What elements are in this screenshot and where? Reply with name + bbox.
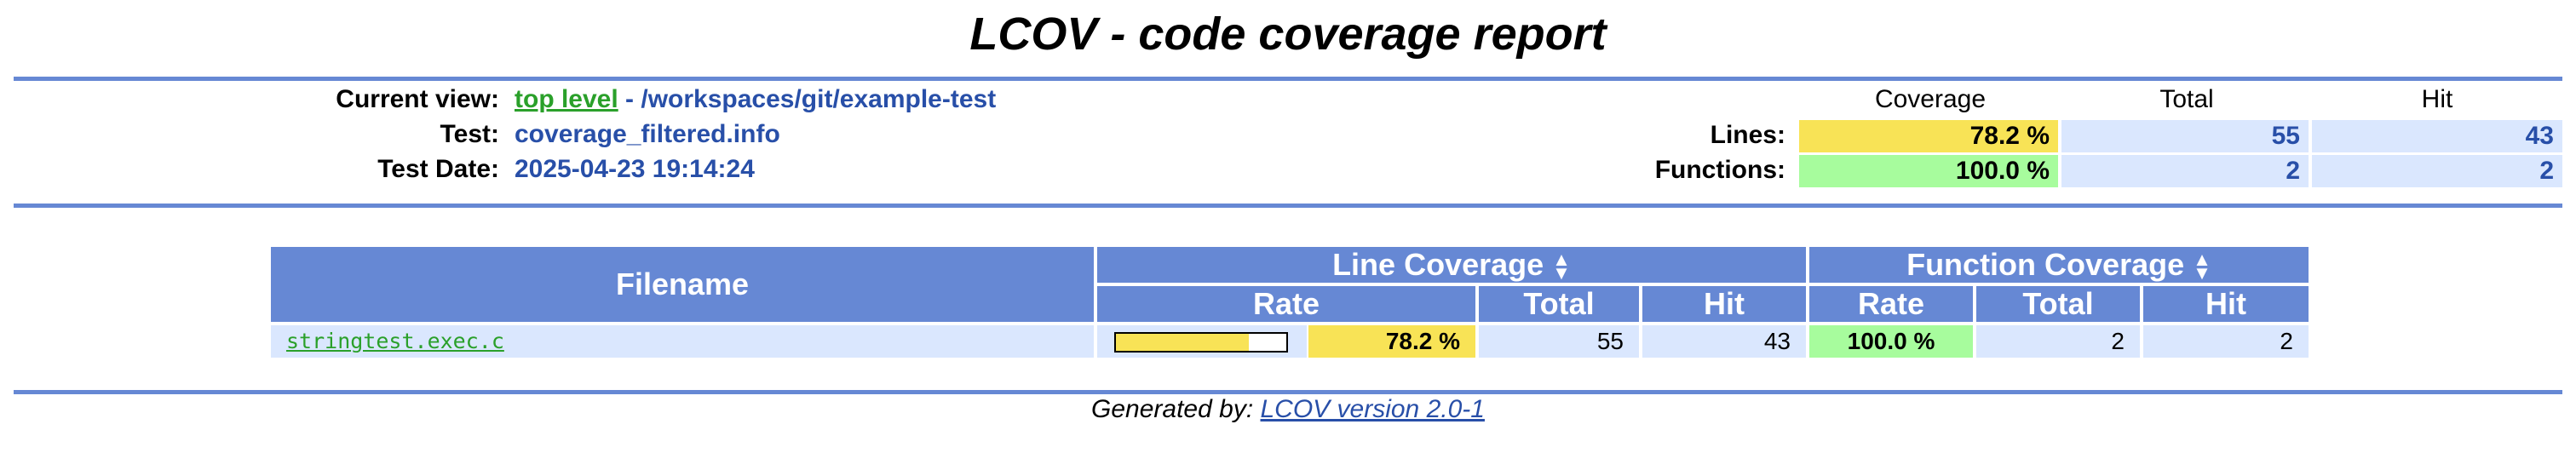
line-coverage-bar xyxy=(1114,332,1288,353)
test-label: Test: xyxy=(440,120,499,148)
line-coverage-bar-fill xyxy=(1116,334,1250,351)
test-date-value: 2025-04-23 19:14:24 xyxy=(515,155,755,183)
middle-ruler xyxy=(14,204,2562,208)
file-link[interactable]: stringtest.exec.c xyxy=(286,329,504,353)
functions-total: 2 xyxy=(2061,155,2309,187)
line-rate-cell: 78.2 % xyxy=(1308,325,1475,358)
page-title: LCOV - code coverage report xyxy=(969,9,1607,60)
line-hit-cell: 43 xyxy=(1642,325,1806,358)
func-total-cell: 2 xyxy=(1976,325,2140,358)
test-date-label: Test Date: xyxy=(377,155,499,183)
line-coverage-header-label: Line Coverage xyxy=(1332,247,1544,282)
line-coverage-header[interactable]: Line Coverage ▲ ▼ xyxy=(1097,247,1806,283)
footer: Generated by: LCOV version 2.0-1 xyxy=(0,395,2576,424)
lines-rate: 78.2 % xyxy=(1799,120,2058,152)
functions-label: Functions: xyxy=(1654,156,1785,184)
test-value: coverage_filtered.info xyxy=(515,120,780,148)
line-total-header: Total xyxy=(1479,286,1639,322)
functions-hit: 2 xyxy=(2312,155,2562,187)
summary-hit-header: Hit xyxy=(2421,85,2453,113)
function-coverage-header-label: Function Coverage xyxy=(1906,247,2185,282)
summary-coverage-header: Coverage xyxy=(1874,85,1987,113)
functions-rate: 100.0 % xyxy=(1799,155,2058,187)
lines-label: Lines: xyxy=(1710,121,1785,149)
line-rate-header: Rate xyxy=(1097,286,1475,322)
filename-header: Filename xyxy=(271,247,1094,322)
table-row: stringtest.exec.c xyxy=(271,325,1094,358)
footer-prefix: Generated by: xyxy=(1091,395,1261,423)
func-total-header: Total xyxy=(1976,286,2140,322)
line-hit-header: Hit xyxy=(1642,286,1806,322)
func-rate-cell: 100.0 % xyxy=(1809,325,1973,358)
lines-total: 55 xyxy=(2061,120,2309,152)
bottom-ruler xyxy=(14,390,2562,394)
sort-arrows-icon[interactable]: ▲ ▼ xyxy=(1552,249,1571,284)
top-level-link[interactable]: top level xyxy=(515,85,618,113)
func-hit-header: Hit xyxy=(2143,286,2309,322)
top-ruler xyxy=(14,77,2562,81)
current-view-path: - /workspaces/git/example-test xyxy=(618,85,997,113)
func-rate-header: Rate xyxy=(1809,286,1973,322)
lines-hit: 43 xyxy=(2312,120,2562,152)
line-total-cell: 55 xyxy=(1479,325,1639,358)
current-view-value: top level - /workspaces/git/example-test xyxy=(515,85,996,114)
func-hit-cell: 2 xyxy=(2143,325,2309,358)
lcov-version-link[interactable]: LCOV version 2.0-1 xyxy=(1260,395,1485,423)
sort-arrows-icon[interactable]: ▲ ▼ xyxy=(2193,249,2211,284)
summary-total-header: Total xyxy=(2159,85,2214,113)
current-view-label: Current view: xyxy=(336,85,499,113)
function-coverage-header[interactable]: Function Coverage ▲ ▼ xyxy=(1809,247,2309,283)
